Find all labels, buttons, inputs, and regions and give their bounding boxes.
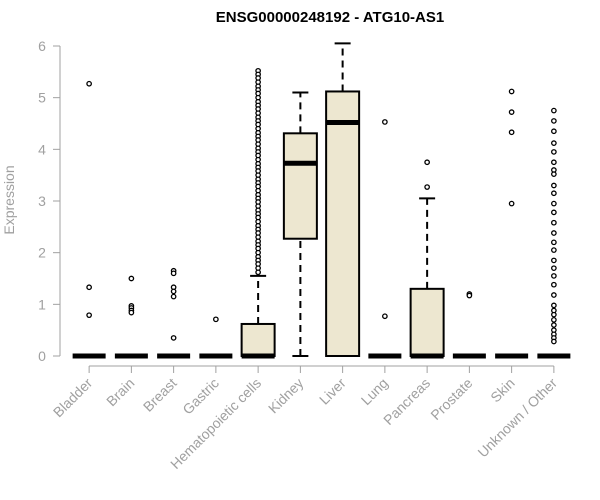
outlier-point xyxy=(551,338,557,345)
box-body xyxy=(282,132,318,240)
x-tick-label: Pancreas xyxy=(380,375,433,428)
box-body xyxy=(240,322,276,358)
outlier-point xyxy=(551,171,557,177)
box-body xyxy=(409,287,445,358)
outlier-point xyxy=(551,322,557,328)
outlier-point xyxy=(551,281,557,288)
outlier-point xyxy=(170,335,177,341)
outlier-point xyxy=(86,284,92,291)
outlier-point xyxy=(551,190,557,197)
y-tick-label: 4 xyxy=(38,141,46,157)
outlier-point xyxy=(551,257,557,264)
outlier-point xyxy=(170,270,177,277)
outlier-point xyxy=(551,239,557,246)
outlier-point xyxy=(551,140,557,146)
box-group xyxy=(240,67,276,359)
y-tick-label: 3 xyxy=(38,193,46,209)
y-tick-label: 1 xyxy=(38,296,46,312)
box-group xyxy=(72,80,106,359)
x-tick-label: Prostate xyxy=(427,375,475,423)
outlier-point xyxy=(508,109,515,115)
outlier-point xyxy=(424,159,430,166)
box-group xyxy=(199,316,233,359)
outlier-point xyxy=(86,312,92,319)
plot-area xyxy=(72,42,571,359)
chart-title: ENSG00000248192 - ATG10-AS1 xyxy=(216,9,444,26)
outlier-point xyxy=(424,184,430,190)
outlier-point xyxy=(213,316,219,323)
outlier-point xyxy=(551,230,557,236)
x-tick-label: Breast xyxy=(140,375,180,415)
box-group xyxy=(452,291,486,359)
outlier-point xyxy=(551,265,557,272)
x-tick-label: Skin xyxy=(487,375,518,406)
x-tick-label: Liver xyxy=(316,375,349,408)
outlier-point xyxy=(551,200,557,207)
y-tick-label: 6 xyxy=(38,38,46,54)
box-group xyxy=(368,119,402,359)
outlier-point xyxy=(551,302,557,309)
box-group xyxy=(325,42,361,357)
outlier-point xyxy=(255,269,261,276)
x-tick-label: Kidney xyxy=(265,375,307,417)
outlier-point xyxy=(551,292,557,298)
box-group xyxy=(409,159,445,359)
outlier-point xyxy=(508,88,515,95)
outlier-point xyxy=(128,309,135,316)
x-tick-label: Unknown / Other xyxy=(474,375,560,461)
outlier-point xyxy=(551,316,557,323)
outlier-point xyxy=(551,273,557,279)
outlier-point xyxy=(551,128,557,135)
outlier-point xyxy=(551,149,557,155)
y-tick-label: 2 xyxy=(38,245,46,261)
outlier-point xyxy=(551,209,557,216)
y-axis-label: Expression xyxy=(1,165,17,234)
outlier-point xyxy=(551,118,557,124)
outlier-point xyxy=(382,313,388,320)
outlier-point xyxy=(551,219,557,226)
outlier-point xyxy=(508,129,515,136)
box-body xyxy=(325,90,361,357)
x-tick-label: Bladder xyxy=(50,375,96,421)
x-tick-label: Lung xyxy=(358,375,391,408)
x-tick-label: Brain xyxy=(103,375,137,409)
outlier-point xyxy=(551,107,557,114)
y-tick-label: 0 xyxy=(38,348,46,364)
outlier-point xyxy=(551,182,557,189)
y-tick-label: 5 xyxy=(38,90,46,106)
outlier-point xyxy=(551,247,557,253)
outlier-point xyxy=(86,80,92,87)
outlier-point xyxy=(170,288,177,295)
box-group xyxy=(537,107,571,359)
box-group xyxy=(495,88,529,359)
outlier-point xyxy=(551,159,557,166)
outlier-point xyxy=(170,293,177,300)
outlier-point xyxy=(128,275,135,282)
box-group xyxy=(157,267,191,359)
box-group xyxy=(282,91,318,357)
outlier-point xyxy=(551,311,557,318)
outlier-point xyxy=(466,292,473,299)
outlier-point xyxy=(508,200,515,207)
outlier-point xyxy=(382,119,388,125)
box-group xyxy=(114,275,148,359)
